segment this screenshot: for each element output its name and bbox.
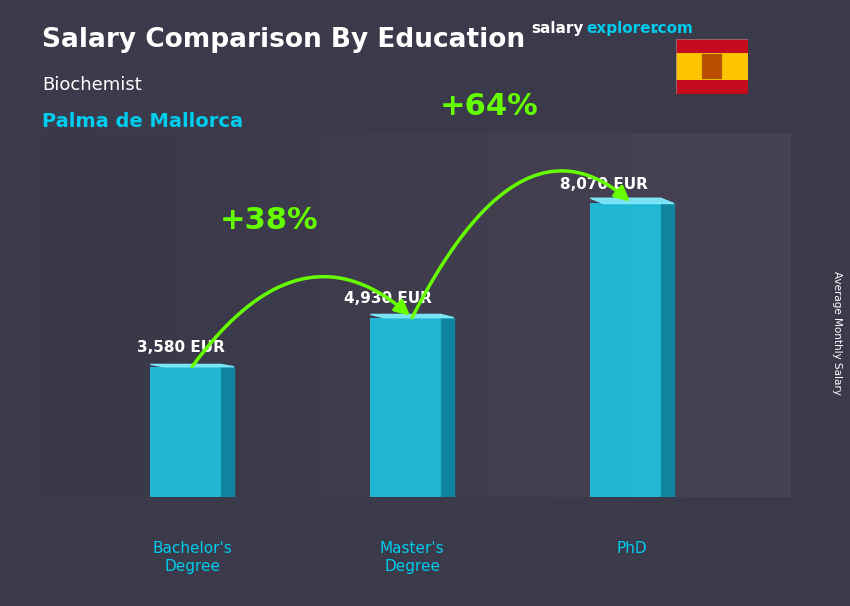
Text: Salary Comparison By Education: Salary Comparison By Education <box>42 27 525 53</box>
Polygon shape <box>221 367 234 497</box>
Text: Bachelor's
Degree: Bachelor's Degree <box>152 541 232 574</box>
Bar <box>371 318 440 497</box>
Bar <box>702 55 722 79</box>
Text: 4,930 EUR: 4,930 EUR <box>344 291 432 306</box>
Polygon shape <box>150 364 234 367</box>
Text: .com: .com <box>653 21 694 36</box>
Text: Average Monthly Salary: Average Monthly Salary <box>832 271 842 395</box>
Bar <box>590 204 660 497</box>
Polygon shape <box>590 198 674 204</box>
Text: Palma de Mallorca: Palma de Mallorca <box>42 112 244 131</box>
Text: Master's
Degree: Master's Degree <box>380 541 445 574</box>
Text: Biochemist: Biochemist <box>42 76 142 94</box>
Text: salary: salary <box>531 21 584 36</box>
Text: +38%: +38% <box>220 207 319 236</box>
Polygon shape <box>660 204 674 497</box>
Text: explorer: explorer <box>586 21 659 36</box>
Polygon shape <box>371 315 454 318</box>
Text: 8,070 EUR: 8,070 EUR <box>559 177 648 192</box>
Text: 3,580 EUR: 3,580 EUR <box>137 340 225 355</box>
Text: +64%: +64% <box>439 92 538 121</box>
Bar <box>676 53 748 81</box>
Text: PhD: PhD <box>617 541 648 556</box>
Polygon shape <box>440 318 454 497</box>
Bar <box>150 367 221 497</box>
